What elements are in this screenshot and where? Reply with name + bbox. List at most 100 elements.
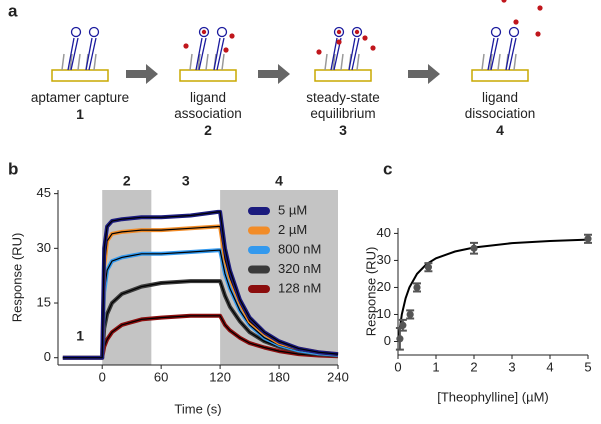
x-tick-label: 0 xyxy=(394,359,401,374)
ligand xyxy=(537,5,543,11)
aptamer-loop xyxy=(70,26,82,38)
surface-stem xyxy=(324,53,328,71)
aptamer xyxy=(85,37,97,71)
surface-stem xyxy=(481,53,485,71)
surface-stem xyxy=(513,53,517,71)
surface-stem xyxy=(332,53,336,71)
surface-stem xyxy=(93,53,97,71)
aptamer-loop xyxy=(333,26,345,38)
surface-stem xyxy=(489,53,493,71)
step: ligand dissociation 4 xyxy=(450,90,550,138)
x-axis-label: [Theophylline] (µM) xyxy=(437,389,549,404)
x-tick-label: 180 xyxy=(268,369,290,384)
x-tick-label: 240 xyxy=(327,369,349,384)
arrow xyxy=(408,64,440,84)
surface-stem xyxy=(497,53,501,71)
step-label: steady-state equilibrium xyxy=(306,90,380,121)
surface-stem xyxy=(197,53,201,71)
ligand xyxy=(513,19,519,25)
ligand xyxy=(501,0,507,3)
legend-label: 320 nM xyxy=(278,261,321,276)
legend-label: 5 µM xyxy=(278,202,307,217)
bound-ligand xyxy=(201,29,207,35)
step-number: 1 xyxy=(76,106,84,122)
aptamer-loop xyxy=(88,26,100,38)
surface-stem xyxy=(189,53,193,71)
bound-ligand xyxy=(354,29,360,35)
x-tick-label: 60 xyxy=(154,369,168,384)
aptamer xyxy=(505,37,517,71)
x-tick-label: 0 xyxy=(99,369,106,384)
surface-stem xyxy=(61,53,65,71)
y-tick-label: 0 xyxy=(384,333,391,348)
y-axis-label: Response (RU) xyxy=(363,247,378,337)
surface-stem xyxy=(69,53,73,71)
y-tick-label: 45 xyxy=(37,185,51,200)
sensor-surface xyxy=(179,69,237,82)
phase-label: 2 xyxy=(123,173,131,189)
step: ligand association 2 xyxy=(158,90,258,138)
surface-stem xyxy=(77,53,81,71)
aptamer-loop xyxy=(490,26,502,38)
x-tick-label: 3 xyxy=(508,359,515,374)
panel-label: c xyxy=(383,159,392,178)
ligand xyxy=(535,31,541,37)
panel-label: a xyxy=(8,1,18,20)
arrow xyxy=(126,64,158,84)
step: steady-state equilibrium 3 xyxy=(293,90,393,138)
data-point xyxy=(470,244,478,252)
y-tick-label: 40 xyxy=(377,225,391,240)
data-point xyxy=(413,283,421,292)
phase-label: 4 xyxy=(275,173,283,189)
aptamer xyxy=(195,37,207,71)
step-label: ligand association xyxy=(174,90,242,121)
x-tick-label: 1 xyxy=(432,359,439,374)
phase-label: 1 xyxy=(76,328,84,344)
data-point xyxy=(584,235,592,243)
surface-stem xyxy=(340,53,344,71)
aptamer-loop xyxy=(508,26,520,38)
sensor-surface xyxy=(471,69,529,82)
data-point xyxy=(399,321,407,329)
phase-label: 3 xyxy=(182,173,190,189)
fit-curve xyxy=(397,238,589,342)
legend-label: 2 µM xyxy=(278,222,307,237)
x-tick-label: 4 xyxy=(546,359,553,374)
legend-label: 800 nM xyxy=(278,241,321,256)
data-point xyxy=(396,335,404,343)
aptamer-loop xyxy=(351,26,363,38)
ligand xyxy=(229,33,235,39)
panel-label: b xyxy=(8,159,18,178)
sensor-surface xyxy=(51,69,109,82)
sensor-surface xyxy=(314,69,372,82)
data-point xyxy=(424,263,432,271)
y-tick-label: 15 xyxy=(37,294,51,309)
x-tick-label: 5 xyxy=(584,359,591,374)
arrows xyxy=(126,64,440,84)
y-tick-label: 30 xyxy=(377,252,391,267)
step-number: 4 xyxy=(496,122,504,138)
aptamer xyxy=(487,37,499,71)
step-number: 2 xyxy=(204,122,212,138)
step-label: ligand dissociation xyxy=(464,90,536,121)
ligand xyxy=(223,47,229,53)
fit-line xyxy=(62,315,339,359)
y-tick-label: 30 xyxy=(37,240,51,255)
data-point xyxy=(406,310,414,319)
surface-stem xyxy=(205,53,209,71)
ligand xyxy=(316,49,322,55)
ligand xyxy=(362,35,368,41)
y-tick-label: 10 xyxy=(377,306,391,321)
step: aptamer capture 1 xyxy=(30,90,130,122)
surface-stem xyxy=(221,53,225,71)
arrow xyxy=(258,64,290,84)
bound-ligand xyxy=(336,29,342,35)
step-label: aptamer capture xyxy=(30,90,130,105)
ligand xyxy=(336,39,342,45)
ligand xyxy=(370,45,376,51)
surface-stem xyxy=(356,53,360,71)
legend-label: 128 nM xyxy=(278,280,321,295)
fit-line xyxy=(62,211,339,359)
